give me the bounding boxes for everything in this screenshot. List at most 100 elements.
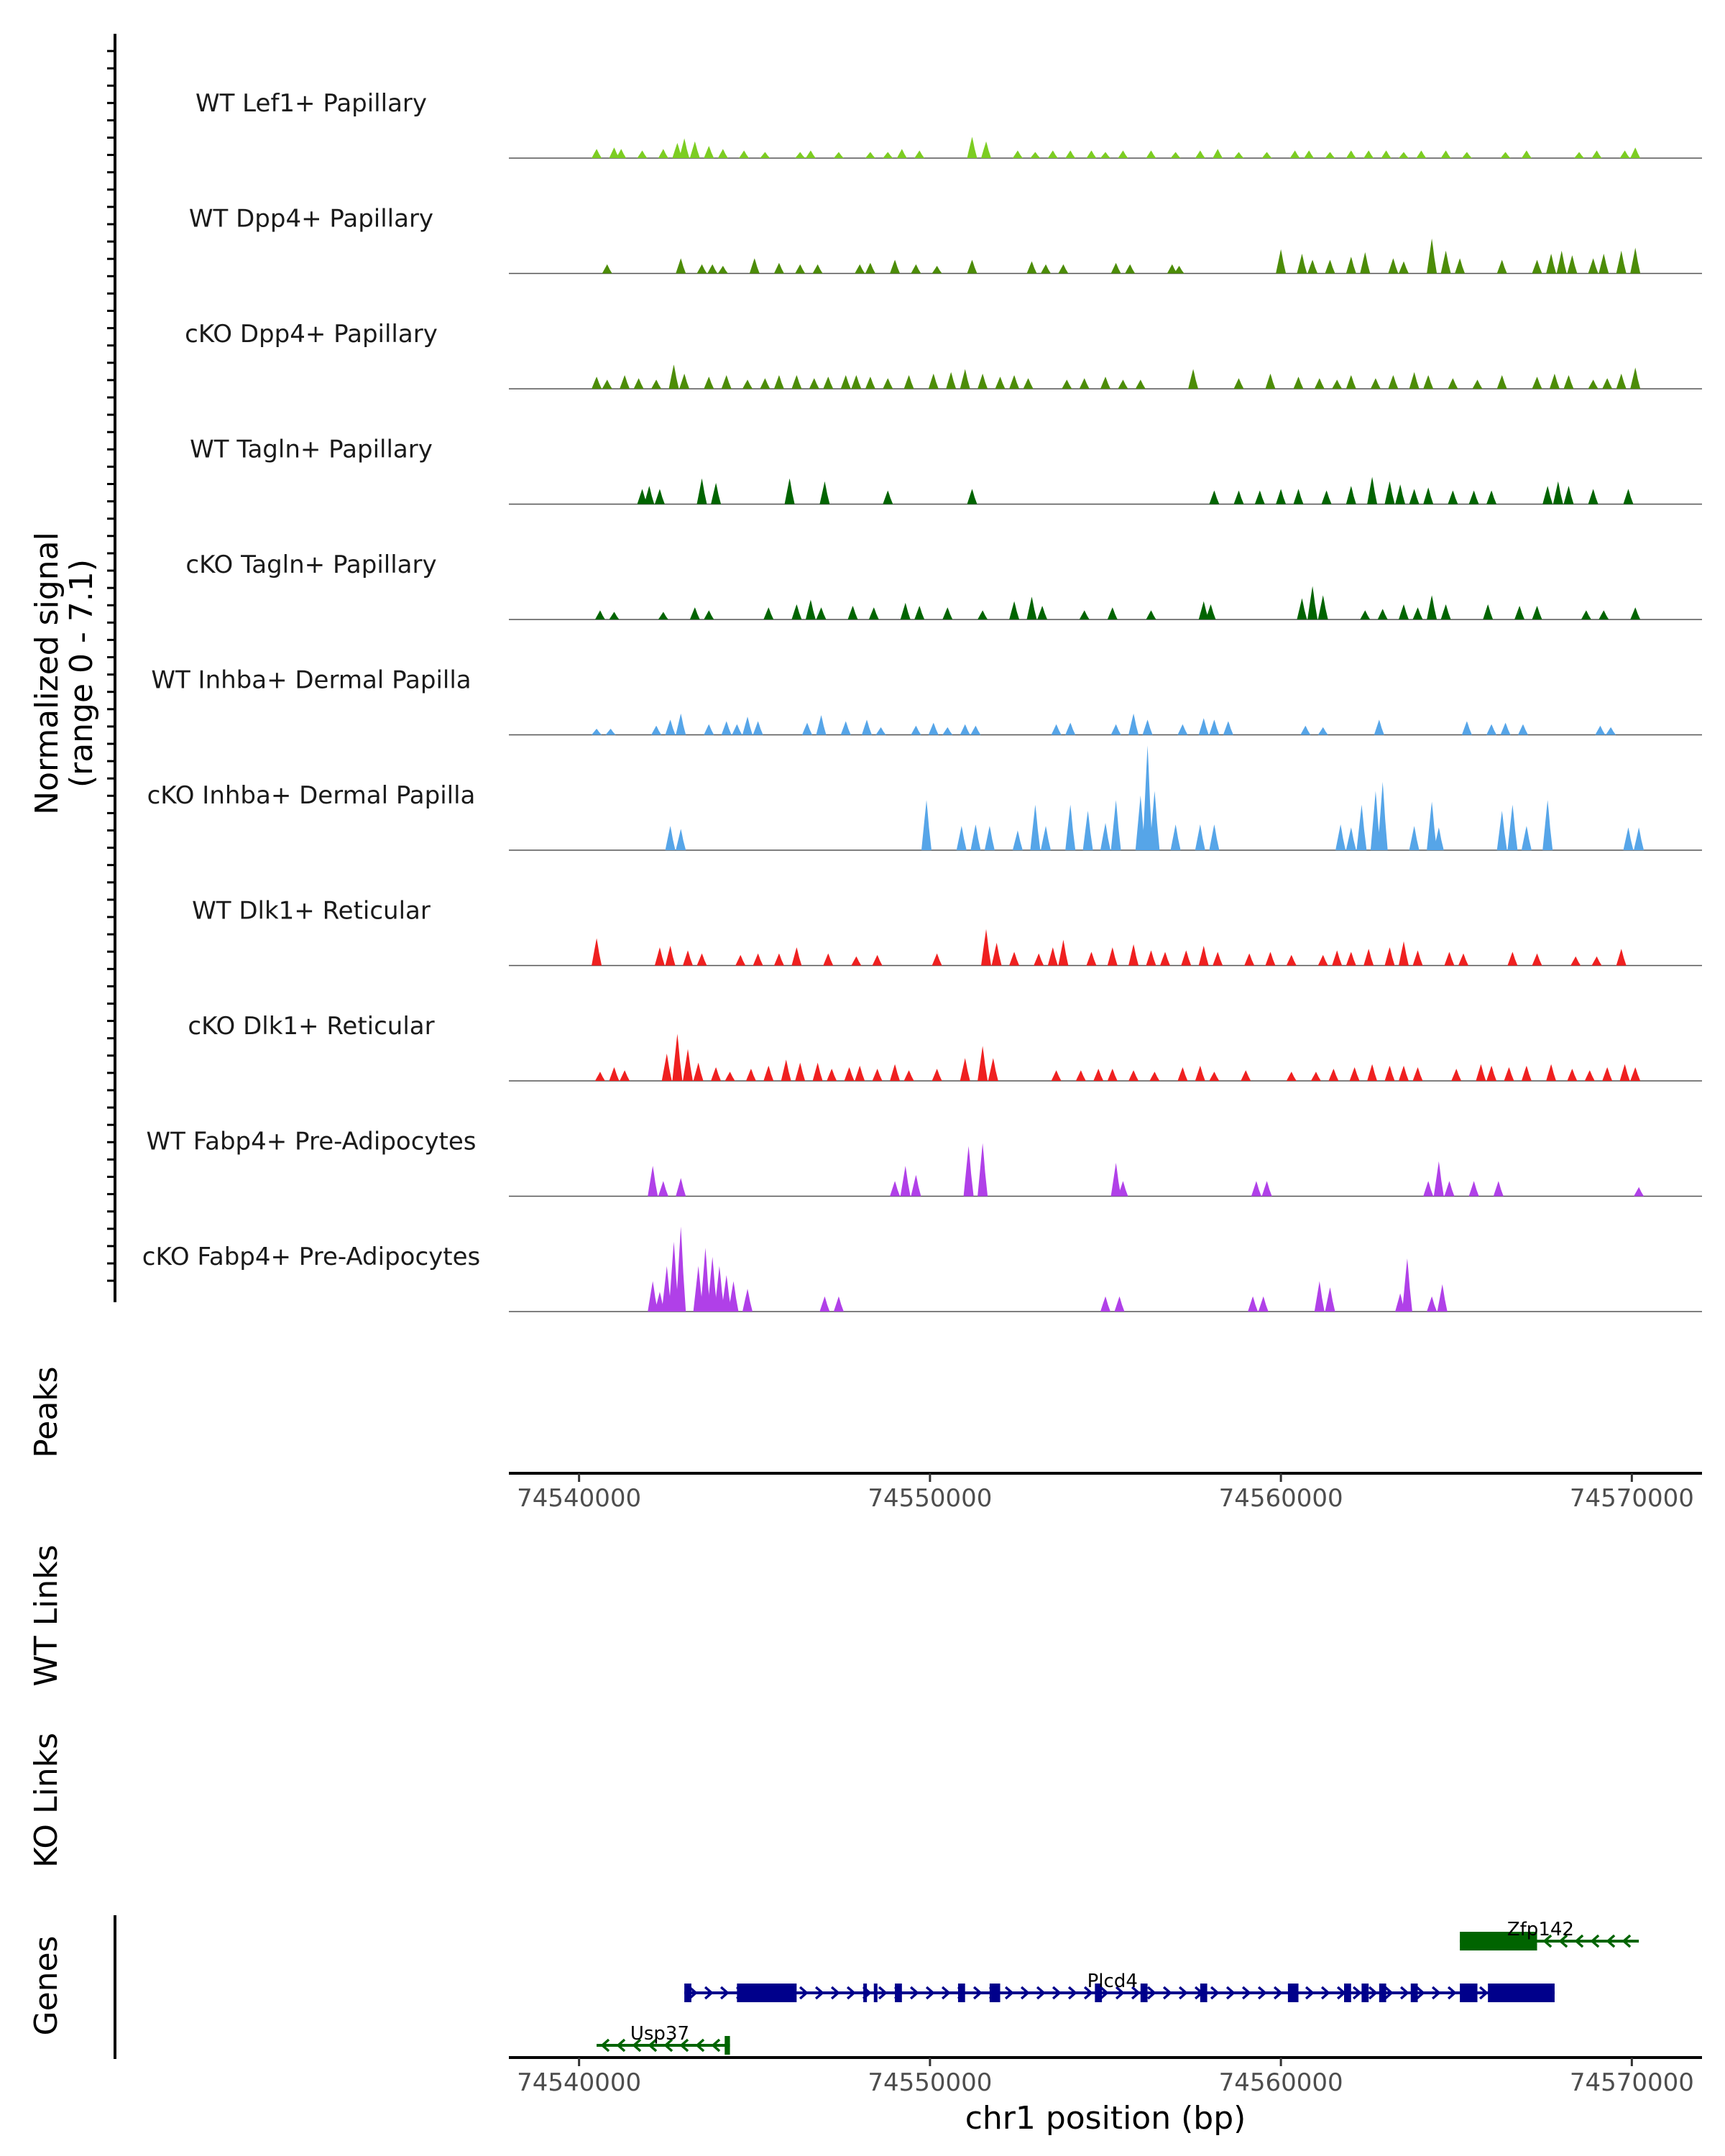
gene-strand-arrow	[1036, 1986, 1046, 2000]
signal-peak	[651, 725, 662, 735]
signal-peak	[903, 375, 914, 389]
signal-peak	[1079, 378, 1090, 389]
track-label: cKO Dpp4+ Papillary	[185, 320, 438, 349]
signal-peak	[1384, 481, 1395, 505]
gene-strand-arrow	[1415, 1986, 1425, 2000]
signal-peak	[1317, 595, 1328, 619]
signal-peak	[1377, 609, 1388, 619]
signal-peak	[1244, 953, 1255, 966]
signal-peak	[1423, 487, 1434, 505]
signal-peak	[967, 137, 978, 158]
signal-peak	[1314, 1281, 1325, 1312]
gene-exon	[1410, 1984, 1418, 2002]
signal-peak	[1563, 375, 1574, 389]
signal-peak	[932, 1069, 942, 1081]
signal-peak	[696, 264, 707, 274]
signal-peak	[1118, 1181, 1128, 1197]
signal-peak	[1286, 954, 1297, 966]
signal-peak	[1181, 950, 1192, 966]
gene-strand-arrow	[846, 1986, 856, 2000]
signal-peak	[1591, 150, 1602, 158]
peaks-x-tick-label: 74570000	[1570, 1484, 1694, 1513]
signal-peak	[1065, 804, 1076, 850]
signal-peak	[1100, 152, 1110, 158]
signal-peak	[661, 1054, 672, 1081]
signal-peak	[1461, 152, 1472, 158]
track-label: cKO Inhba+ Dermal Papilla	[147, 781, 476, 810]
signal-peak	[704, 724, 714, 735]
signal-peak	[661, 1266, 672, 1312]
signal-peak	[1146, 150, 1156, 158]
coverage-track: cKO Inhba+ Dermal Papilla	[147, 745, 1702, 851]
track-label: WT Fabp4+ Pre-Adipocytes	[147, 1128, 477, 1156]
signal-peak	[1248, 1296, 1259, 1312]
signal-peak	[609, 1067, 620, 1081]
signal-peak	[724, 1072, 735, 1081]
signal-peak	[1107, 947, 1118, 966]
signal-peak	[1567, 255, 1578, 274]
coverage-track: WT Inhba+ Dermal Papilla	[151, 666, 1702, 736]
gene-strand-arrow	[648, 2038, 658, 2053]
gene-strand-arrow	[1478, 1986, 1489, 2000]
coverage-track: cKO Fabp4+ Pre-Adipocytes	[142, 1226, 1702, 1312]
gene-exon	[1361, 1984, 1369, 2002]
signal-peak	[1314, 378, 1325, 389]
signal-peak	[795, 1062, 806, 1081]
signal-peak	[735, 954, 746, 966]
signal-peak	[1026, 596, 1037, 619]
signal-peak	[1374, 719, 1384, 735]
signal-peak	[978, 1046, 988, 1081]
signal-peak	[988, 1058, 998, 1081]
signal-peak	[802, 722, 812, 735]
gene-strand-arrow	[1352, 1986, 1362, 2000]
signal-peak	[1388, 375, 1399, 389]
signal-peak	[1100, 823, 1110, 850]
signal-peak	[665, 719, 676, 735]
signal-peak	[654, 1291, 665, 1312]
signal-peak	[833, 152, 844, 158]
peaks-x-axis: 74540000 74550000 74560000 74570000	[517, 1473, 1694, 1513]
signal-axis-label: Normalized signal	[29, 532, 65, 815]
signal-peak	[609, 612, 620, 619]
signal-peak	[1213, 149, 1223, 158]
signal-peak	[1142, 719, 1153, 735]
signal-peak	[1384, 947, 1395, 966]
signal-peak	[1588, 489, 1598, 505]
gene-strand-arrow	[1590, 1934, 1600, 1948]
signal-peak	[1427, 801, 1438, 850]
signal-peak	[1346, 952, 1356, 966]
signal-peak	[658, 149, 668, 158]
gene-label: Plcd4	[1087, 1971, 1138, 1992]
gene-exon	[957, 1984, 965, 2002]
signal-peak	[1427, 595, 1438, 619]
signal-peak	[1563, 486, 1574, 505]
gene-strand-arrow	[695, 2038, 705, 2053]
signal-peak	[883, 490, 893, 505]
signal-peak	[823, 377, 834, 389]
signal-peak	[1412, 1067, 1423, 1081]
signal-peak	[1570, 956, 1581, 966]
signal-peak	[868, 607, 879, 619]
signal-peak	[1110, 1163, 1121, 1197]
signal-peak	[1160, 952, 1170, 966]
signal-peak	[1037, 606, 1048, 619]
signal-peak	[658, 612, 668, 619]
signal-peak	[1198, 718, 1209, 735]
signal-peak	[1079, 610, 1090, 619]
signal-peak	[749, 258, 760, 274]
signal-peak	[1381, 150, 1392, 158]
signal-peak	[865, 262, 875, 274]
signal-peak	[1047, 150, 1058, 158]
gene-strand-arrow	[1542, 1934, 1552, 1948]
signal-peak	[1026, 261, 1037, 274]
signal-peak	[1630, 367, 1641, 389]
signal-peak	[651, 379, 662, 389]
gene-strand-arrow	[1099, 1986, 1109, 2000]
signal-peak	[1567, 1069, 1578, 1081]
signal-peak	[883, 152, 893, 158]
gene-exon	[1379, 1984, 1386, 2002]
gene-strand-arrow	[1131, 1986, 1141, 2000]
track-label: cKO Dlk1+ Reticular	[188, 1012, 434, 1041]
signal-peak	[840, 375, 851, 389]
